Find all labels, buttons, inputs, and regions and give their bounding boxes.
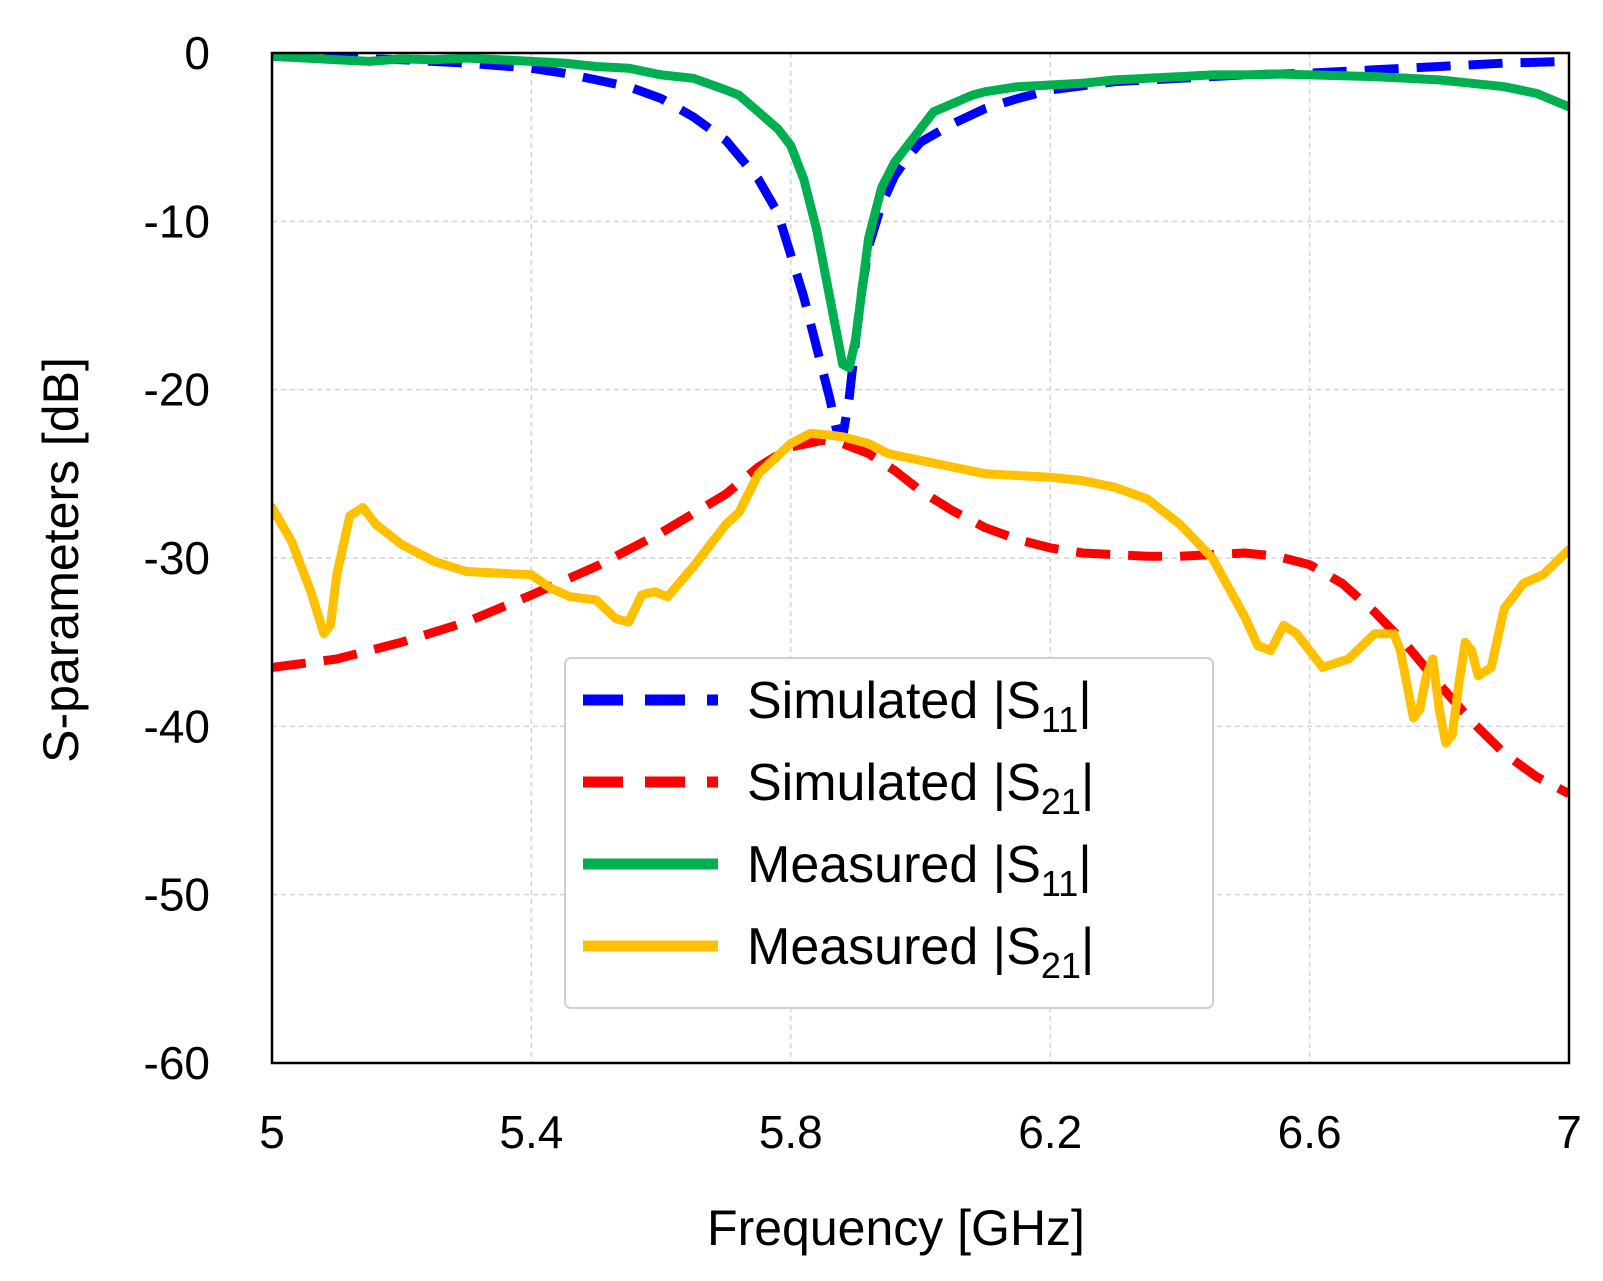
y-tick-label: -30 <box>144 532 210 584</box>
x-tick-label: 5 <box>259 1106 285 1158</box>
x-tick-label: 5.4 <box>499 1106 563 1158</box>
y-tick-label: 0 <box>184 27 210 79</box>
x-tick-label: 7 <box>1556 1106 1582 1158</box>
x-tick-label: 6.2 <box>1018 1106 1082 1158</box>
legend: Simulated |S11| Simulated |S21| Measured |… <box>564 657 1214 1009</box>
legend-box <box>564 657 1214 1009</box>
y-tick-label: -40 <box>144 700 210 752</box>
series-line-1 <box>272 53 1569 442</box>
x-tick-label: 5.8 <box>759 1106 823 1158</box>
y-tick-label: -20 <box>144 364 210 416</box>
series-line-3 <box>272 53 1569 373</box>
y-tick-label: -60 <box>144 1037 210 1089</box>
y-axis-title: S-parameters [dB] <box>33 357 89 763</box>
y-tick-label: -10 <box>144 195 210 247</box>
x-axis-title: Frequency [GHz] <box>707 1200 1085 1256</box>
y-axis-ticks: 0 -10 -20 -30 -40 -50 -60 <box>144 27 210 1089</box>
series-line-2 <box>272 435 1569 798</box>
legend-label-3: Measured |S11| <box>747 836 1092 904</box>
legend-label-4: Measured |S21| <box>747 918 1094 986</box>
legend-label-1: Simulated |S11| <box>747 672 1092 740</box>
plot-series <box>272 53 1569 798</box>
x-tick-label: 6.6 <box>1278 1106 1342 1158</box>
y-tick-label: -50 <box>144 869 210 921</box>
legend-label-2: Simulated |S21| <box>747 754 1094 822</box>
plot-area-frame <box>270 51 1571 1065</box>
series-line-4 <box>272 428 1569 748</box>
x-axis-ticks: 5 5.4 5.8 6.2 6.6 7 <box>259 1106 1582 1158</box>
